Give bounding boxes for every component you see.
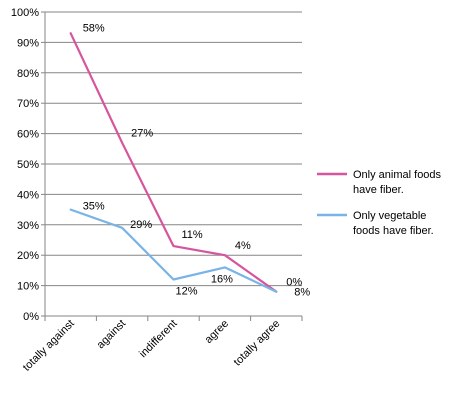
x-tick-label: agree — [203, 318, 231, 346]
y-tick-label: 50% — [17, 159, 39, 171]
legend-entry: Only animal foods — [353, 169, 442, 181]
y-tick-label: 10% — [17, 281, 39, 293]
x-tick-label: indifferent — [137, 318, 180, 361]
series-line-1 — [69, 32, 278, 293]
y-tick-label: 80% — [17, 68, 39, 80]
gridlines — [45, 11, 302, 317]
legend-entry: have fiber. — [353, 184, 404, 196]
x-axis-ticks: totally against against indifferent agree to… — [21, 316, 303, 374]
y-tick-label: 0% — [23, 311, 39, 323]
data-label: 16% — [211, 273, 233, 285]
data-label: 4% — [235, 240, 251, 252]
y-tick-label: 100% — [11, 7, 39, 19]
y-axis-ticks: 0% 10% 20% 30% 40% 50% 60% 70% 80% 90% 100% — [11, 7, 45, 323]
y-tick-label: 20% — [17, 250, 39, 262]
data-label: 29% — [130, 219, 152, 231]
data-label: 35% — [83, 201, 105, 213]
y-tick-label: 40% — [17, 189, 39, 201]
data-label: 58% — [83, 22, 105, 34]
y-tick-label: 60% — [17, 129, 39, 141]
legend-entry: Only vegetable — [353, 210, 426, 222]
legend-entry: foods have fiber. — [353, 225, 434, 237]
axes — [44, 12, 302, 317]
data-label: 8% — [294, 287, 310, 299]
data-label: 12% — [176, 286, 198, 298]
data-label: 11% — [182, 229, 203, 241]
legend: Only animal foods have fiber. Only vegetab… — [317, 169, 442, 237]
x-tick-label: totally agree — [232, 318, 283, 369]
y-tick-label: 30% — [17, 220, 39, 232]
data-labels: 58% 27% 11% 4% 0% 35% 29% 12% 16% 8% — [83, 22, 311, 298]
series-lines — [69, 32, 278, 293]
series-line-2 — [69, 208, 278, 293]
x-tick-label: against — [95, 318, 129, 352]
y-tick-label: 90% — [17, 37, 39, 49]
data-label: 0% — [286, 277, 302, 289]
y-tick-label: 70% — [17, 98, 39, 110]
data-label: 27% — [131, 128, 153, 140]
x-tick-label: totally against — [21, 318, 77, 374]
